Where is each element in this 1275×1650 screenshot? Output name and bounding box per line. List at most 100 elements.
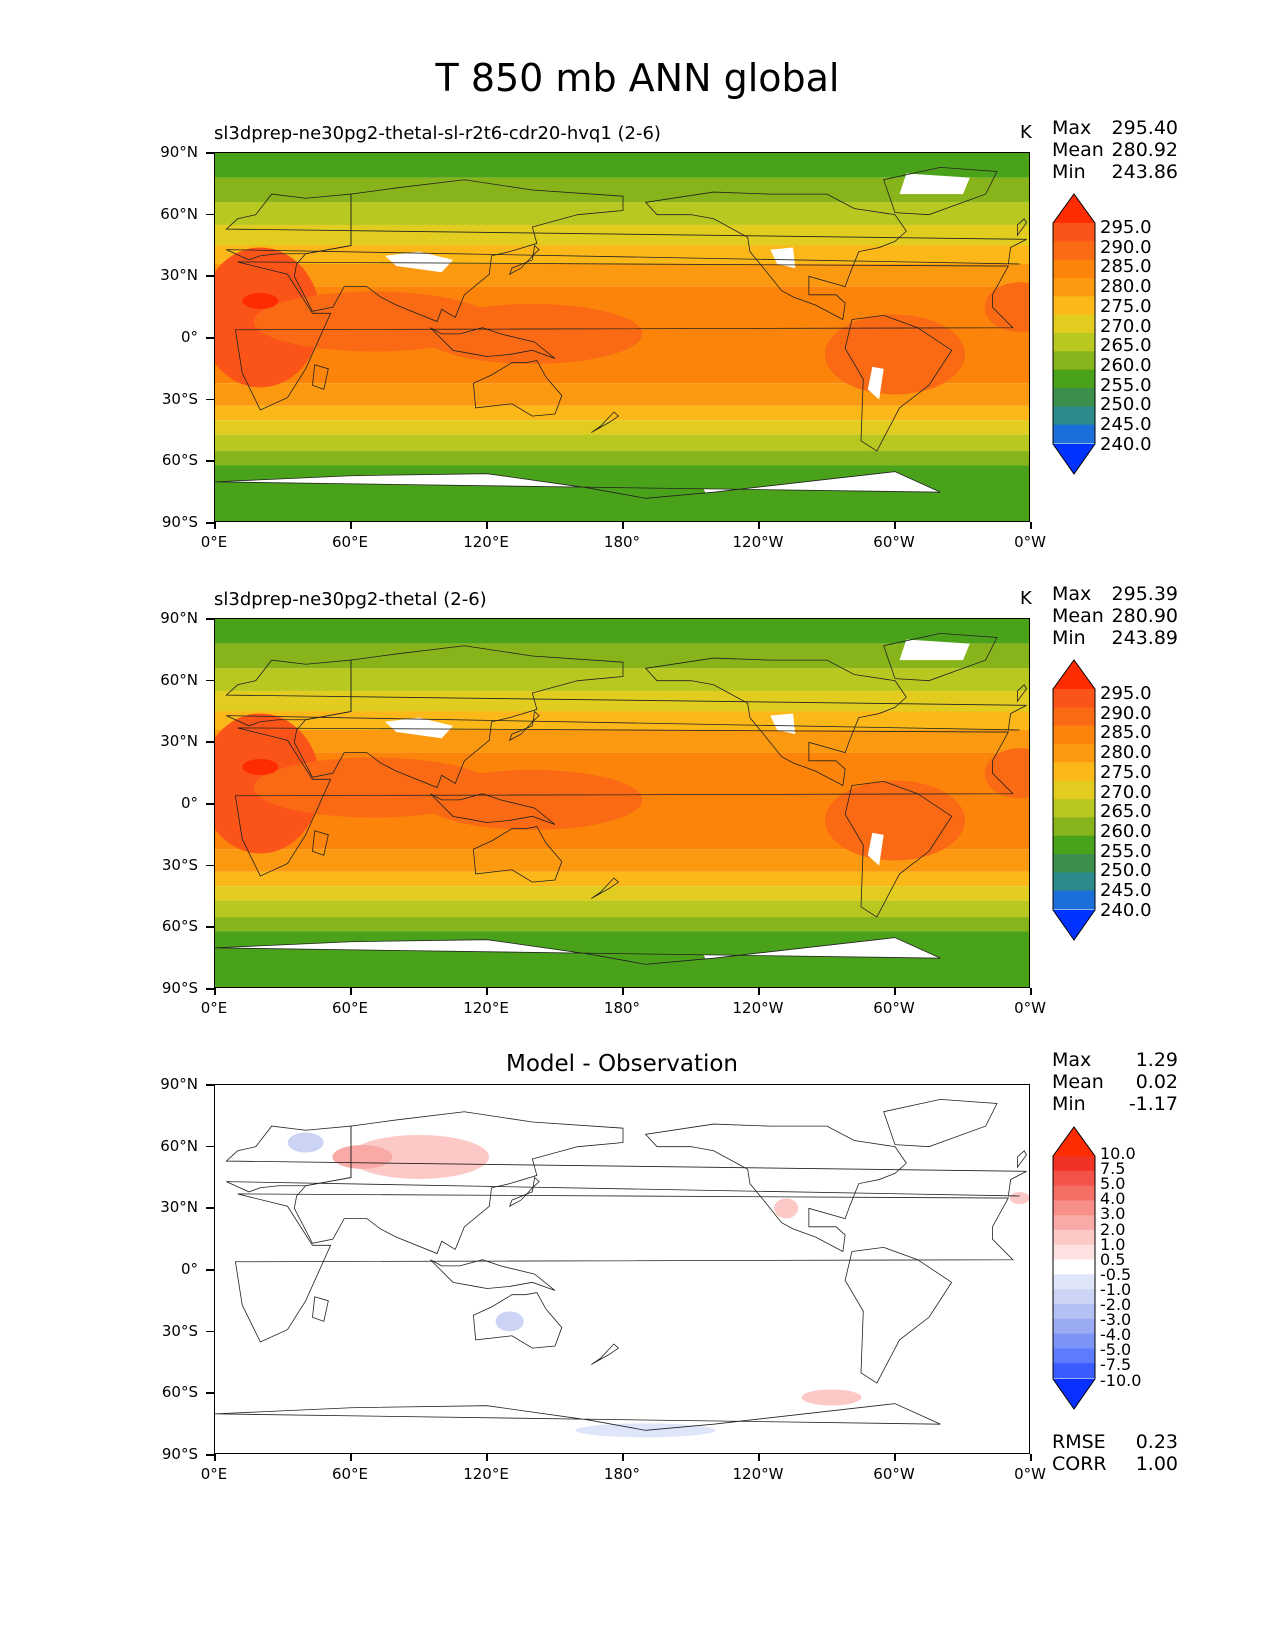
panel3-max-label: Max [1052,1049,1092,1071]
colorbar-segment [1053,333,1095,352]
coast-africa [234,261,1014,411]
ylabel-1-5: 60°S [161,917,198,936]
panel2-map [214,618,1030,988]
cbar1-label-7: 260.0 [1100,354,1152,376]
ytick [206,679,214,682]
xlabel-2-2: 120°E [463,1465,509,1483]
coast-indonesia [430,327,556,359]
colorbar-segment [1053,1215,1095,1231]
diff-warm-core [332,1144,393,1169]
colorbar-segment [1053,707,1095,727]
ylabel-0-2: 30°N [160,266,198,285]
panel3-max-value: 1.29 [1135,1049,1178,1071]
xtick [214,522,216,529]
xtick [350,988,352,995]
colorbar-max-triangle [1053,660,1095,689]
panel2-max-label: Max [1052,583,1092,605]
ytick [206,152,214,154]
panel1-min-value: 243.86 [1111,161,1178,183]
xlabel-0-3: 180° [603,533,641,551]
xtick [758,1454,760,1461]
warm-pacific-pool [422,769,643,830]
colorbar-segment [1053,725,1095,745]
ylabel-1-6: 90°S [161,979,198,997]
ross-ice-shelf [577,949,714,977]
colorbar-segment [1053,1259,1095,1275]
cbar1-label-11: 240.0 [1100,433,1152,455]
colorbar-segment [1053,835,1095,855]
ylabel-1-0: 90°N [160,609,198,627]
ytick [206,741,214,743]
cbar3-label-13: -5.0 [1100,1340,1132,1360]
colorbar-segment [1053,780,1095,800]
band-high-lat [215,668,1029,691]
band-subtrop-n [215,730,1029,753]
cbar3-label-15: -10.0 [1100,1370,1142,1390]
band-mid-lat-s [215,420,1029,435]
coast-namerica [644,657,907,787]
coast-asia [293,1111,624,1255]
hot-spot-sahara [242,293,279,309]
band-mid-lat-n [215,690,1029,712]
xtick [350,1454,352,1461]
coast-namerica [644,191,907,321]
coast-japan [508,1176,540,1208]
ylabel-1-2: 30°N [160,732,198,751]
panel2-mean-label: Mean [1052,605,1104,627]
coast-samerica [844,780,953,918]
colorbar-outline [1052,659,1096,941]
panel1-max-label: Max [1052,117,1092,139]
colorbar-segment [1053,1318,1095,1335]
coast-samerica [844,1246,953,1384]
colorbar-max-triangle [1053,1127,1095,1156]
xtick [758,522,760,529]
panel2-colorbar [1052,659,1096,941]
colorbar-segment [1053,1230,1095,1246]
map3-svg [215,1085,1029,1453]
coast-greenland [883,166,998,216]
colorbar-segment [1053,890,1095,910]
panel2-title: sl3dprep-ne30pg2-thetal (2-6) [214,589,487,610]
xlabel-0-4: 120°W [732,533,784,551]
cbar1-label-9: 250.0 [1100,394,1152,416]
map1-svg [215,153,1029,521]
panel3-error-stats: RMSE 0.23 CORR 1.00 [1052,1431,1178,1475]
panel2-stats: Max 295.39 Mean 280.90 Min 243.89 [1052,583,1178,649]
coast-uk [1017,1150,1027,1169]
cbar3-svg [1052,1126,1096,1410]
andes-mask [867,832,884,866]
map2-svg [215,619,1029,987]
ytick [206,1269,214,1271]
cbar2-label-11: 240.0 [1100,899,1152,921]
colorbar-segment [1053,223,1095,242]
hot-spot-sahara [242,759,279,775]
xtick [486,988,488,995]
panel2-min-label: Min [1052,627,1086,649]
ylabel-2-2: 30°N [160,1198,198,1217]
xlabel-2-4: 120°W [732,1465,784,1483]
cbar2-label-6: 265.0 [1100,801,1152,823]
ylabel-0-0: 90°N [160,143,198,161]
panel3-stats: Max 1.29 Mean 0.02 Min -1.17 [1052,1049,1178,1115]
panel1-map [214,152,1030,522]
xtick [622,522,624,529]
ylabel-0-4: 30°S [161,389,198,408]
colorbar-segment [1053,1304,1095,1320]
panel1-max-value: 295.40 [1111,117,1178,139]
colorbar-segment [1053,744,1095,763]
coast-uk [1017,218,1027,237]
ross-ice-shelf [577,483,714,511]
ylabel-2-0: 90°N [160,1075,198,1093]
band-mid-lat-n [215,224,1029,246]
ytick [206,1330,214,1333]
colorbar-segment [1053,1170,1095,1187]
cbar2-label-3: 280.0 [1100,742,1152,764]
panel2-mean-value: 280.90 [1111,605,1178,627]
cbar3-label-14: -7.5 [1100,1355,1132,1375]
xtick [1030,522,1032,529]
corr-value: 1.00 [1135,1453,1178,1475]
coast-indonesia [430,1259,556,1291]
xtick [486,522,488,529]
panel3-map [214,1084,1030,1454]
colorbar-segment [1053,314,1095,334]
